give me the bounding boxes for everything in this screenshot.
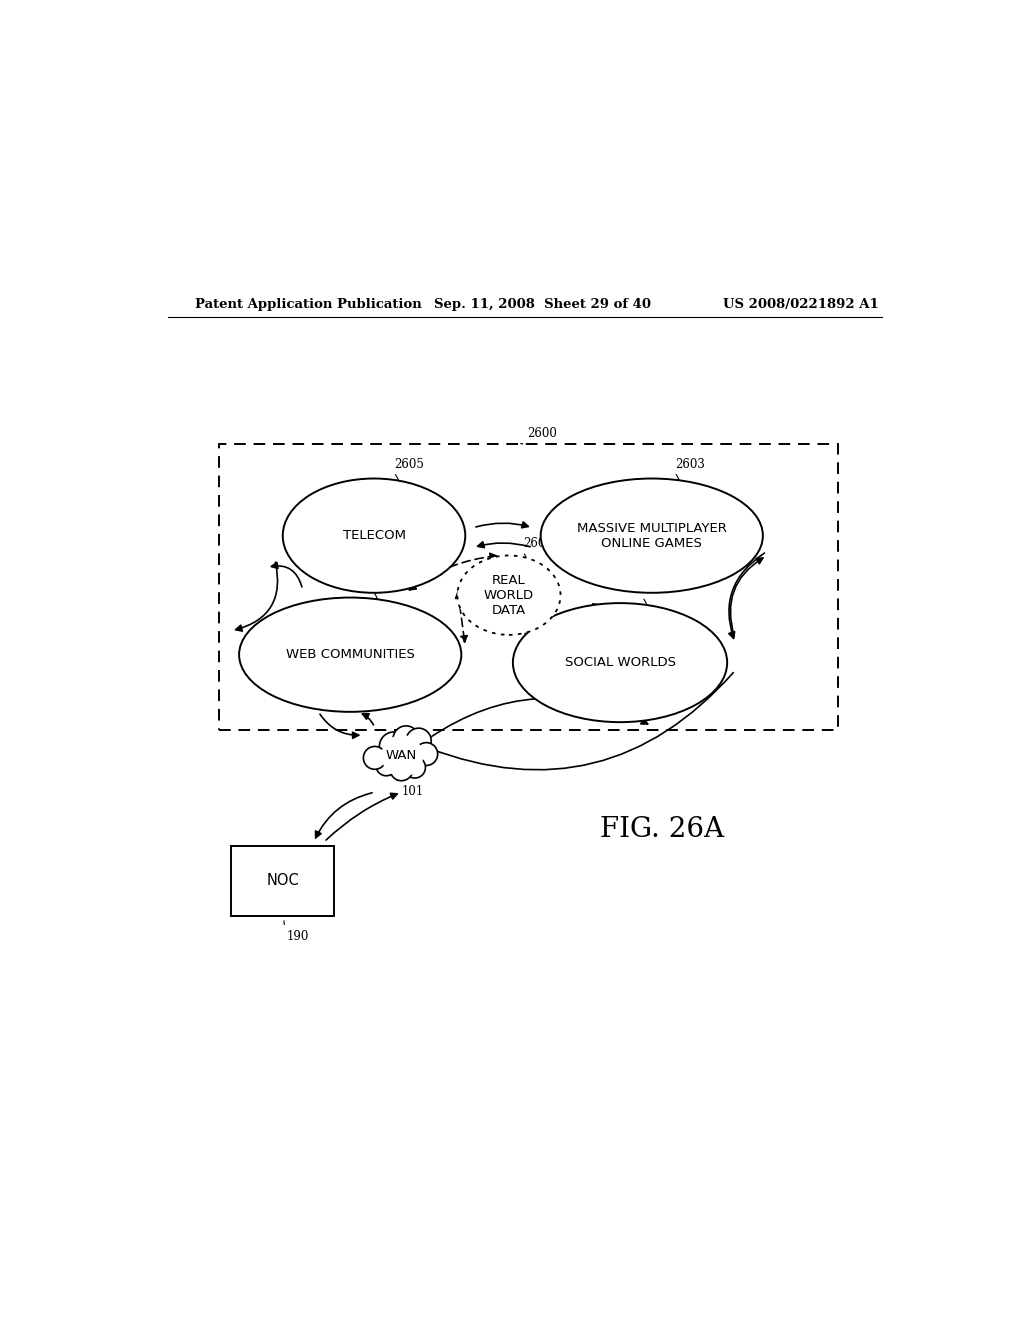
Text: 2605: 2605 [394,458,424,471]
Text: 101: 101 [401,784,424,797]
Circle shape [393,726,419,752]
Circle shape [364,746,386,770]
Text: 2602: 2602 [373,577,403,590]
Text: SOCIAL WORLDS: SOCIAL WORLDS [564,656,676,669]
Circle shape [381,735,423,777]
Ellipse shape [458,556,560,635]
Ellipse shape [283,479,465,593]
Text: 2603: 2603 [675,458,705,471]
Text: TELECOM: TELECOM [342,529,406,543]
Circle shape [390,758,413,780]
Text: 2604: 2604 [642,582,673,595]
Text: 2600: 2600 [527,426,557,440]
Text: MASSIVE MULTIPLAYER
ONLINE GAMES: MASSIVE MULTIPLAYER ONLINE GAMES [577,521,727,549]
Text: Sep. 11, 2008  Sheet 29 of 40: Sep. 11, 2008 Sheet 29 of 40 [433,298,650,312]
Text: WAN: WAN [385,750,417,763]
Bar [219,445,839,730]
Text: 190: 190 [287,931,309,942]
Circle shape [376,755,396,776]
Circle shape [415,743,437,766]
Text: 2601: 2601 [523,537,553,550]
Ellipse shape [541,479,763,593]
Bar [231,846,334,916]
Text: NOC: NOC [266,874,299,888]
Text: WEB COMMUNITIES: WEB COMMUNITIES [286,648,415,661]
Circle shape [379,733,409,760]
Text: Patent Application Publication: Patent Application Publication [196,298,422,312]
Text: FIG. 26A: FIG. 26A [600,816,724,842]
Circle shape [404,756,426,777]
Circle shape [407,729,431,754]
Text: US 2008/0221892 A1: US 2008/0221892 A1 [723,298,879,312]
Ellipse shape [240,598,461,711]
Ellipse shape [513,603,727,722]
Text: REAL
WORLD
DATA: REAL WORLD DATA [484,574,534,616]
